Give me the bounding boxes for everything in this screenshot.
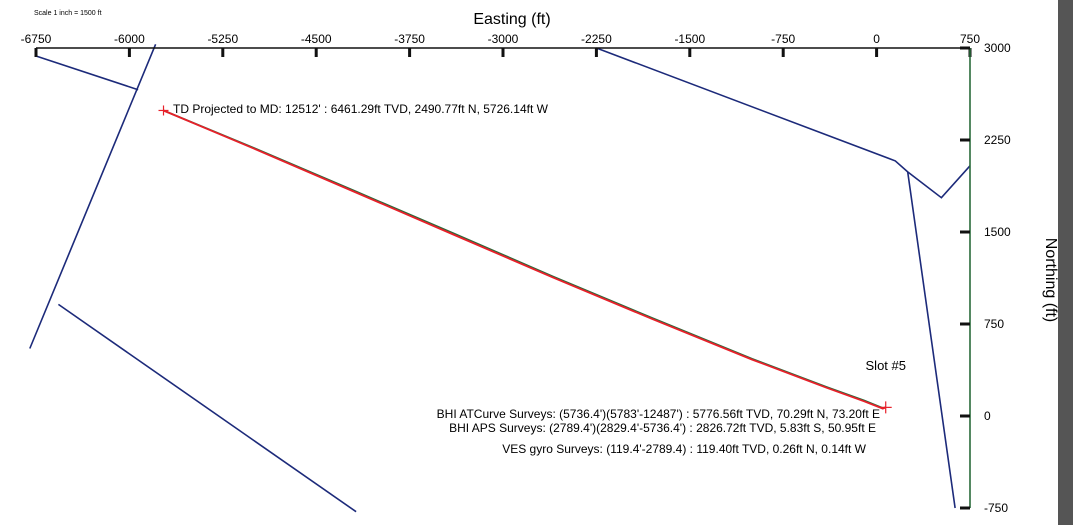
boundary-line: [29, 43, 157, 349]
slot-label: Slot #5: [866, 358, 906, 373]
x-tick-label: -3750: [394, 32, 425, 46]
labels: Scale 1 inch = 1500 ft Easting (ft) Nort…: [34, 10, 1059, 456]
x-tick-label: -6750: [21, 32, 52, 46]
trajectory-line: [163, 109, 887, 410]
x-tick-label: -2250: [581, 32, 612, 46]
x-tick-label: -3000: [488, 32, 519, 46]
y-tick-label: 750: [984, 317, 1004, 331]
aps-annotation: BHI APS Surveys: (2789.4')(2829.4'-5736.…: [449, 421, 876, 435]
x-tick-label: -6000: [114, 32, 145, 46]
ves-annotation: VES gyro Surveys: (119.4'-2789.4) : 119.…: [502, 442, 866, 456]
edge-band: [1058, 0, 1073, 525]
y-tick-label: 2250: [984, 133, 1011, 147]
x-tick-label: 750: [960, 32, 980, 46]
trajectory-line: [163, 109, 886, 410]
atcurve-annotation: BHI ATCurve Surveys: (5736.4')(5783'-124…: [437, 407, 880, 421]
y-axis-title: Northing (ft): [1042, 238, 1059, 322]
boundary-line: [906, 171, 956, 509]
y-tick-label: 3000: [984, 41, 1011, 55]
x-tick-label: -1500: [674, 32, 705, 46]
x-tick-label: -5250: [207, 32, 238, 46]
y-tick-label: 0: [984, 409, 991, 423]
boundary-line: [57, 303, 357, 513]
x-axis-title: Easting (ft): [473, 11, 550, 28]
y-tick-label: 1500: [984, 225, 1011, 239]
x-tick-label: -750: [771, 32, 795, 46]
x-tick-label: -4500: [301, 32, 332, 46]
lease-boundary-lines: [29, 43, 971, 513]
well-trajectories: [158, 105, 892, 414]
scale-note: Scale 1 inch = 1500 ft: [34, 10, 102, 17]
y-tick-label: -750: [984, 501, 1008, 515]
boundary-line: [35, 55, 139, 91]
x-tick-label: 0: [873, 32, 880, 46]
td-annotation: TD Projected to MD: 12512' : 6461.29ft T…: [173, 102, 549, 116]
boundary-line: [596, 47, 971, 199]
axes: -6750 -6000 -5250 -4500 -3750 -3000 -2250 -1500…: [21, 32, 1011, 515]
